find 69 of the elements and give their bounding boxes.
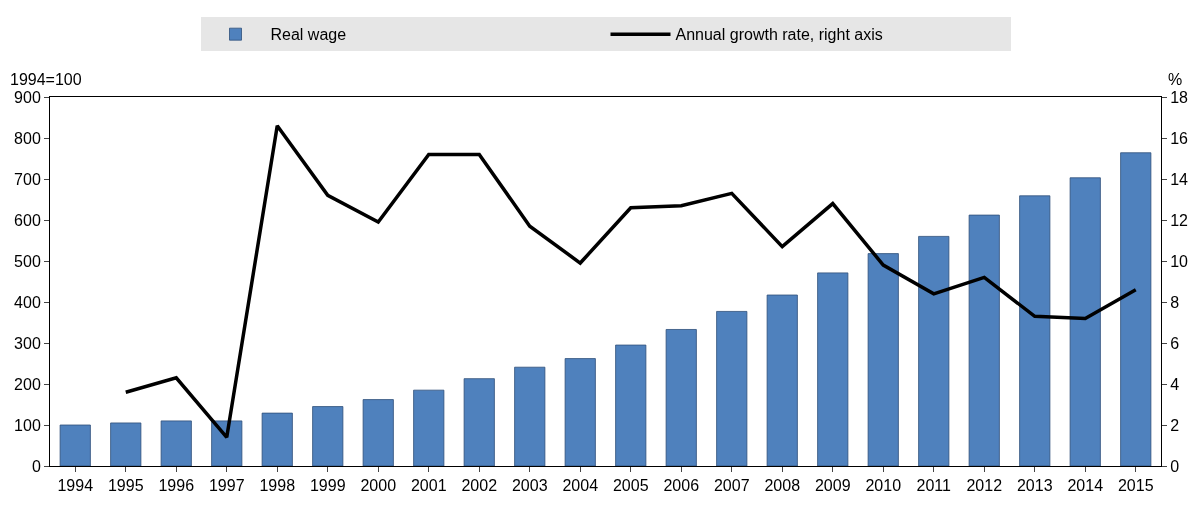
y-tick-label: 900 [14,88,41,106]
y-tick-label: 500 [14,252,41,270]
y2-tick-label: 18 [1170,88,1189,106]
x-tick-label: 2001 [410,477,447,495]
bar [615,344,647,466]
y-tick-label: 800 [14,129,41,147]
line-series [124,123,1138,440]
bar [261,412,293,466]
bar [1120,152,1152,466]
bar [312,406,344,466]
x-tick-label: 2002 [461,477,498,495]
y-tick-label: 100 [14,416,41,434]
bar [514,366,546,466]
bar [463,378,495,466]
x-tick-label: 2013 [1016,477,1053,495]
x-tick-label: 2012 [966,477,1003,495]
y2-tick-label: 12 [1170,211,1189,229]
y2-tick-label: 8 [1170,293,1180,311]
y2-tick-label: 4 [1170,375,1180,393]
x-tick-label: 2010 [865,477,902,495]
y2-tick-label: 0 [1170,457,1180,475]
y2-axis-title: % [1168,71,1183,88]
bar [413,389,445,466]
x-tick-label: 1996 [158,477,195,495]
y-tick-label: 600 [14,211,41,229]
x-tick-label: 1999 [309,477,346,495]
bar [160,420,192,466]
bar [817,272,849,466]
bar [59,424,91,466]
x-tick-label: 2004 [562,477,599,495]
y2-tick-label: 6 [1170,334,1180,352]
bar [968,214,1000,466]
x-tick-label: 2015 [1117,477,1154,495]
bar [1069,177,1101,466]
bar [665,329,697,466]
x-tick-label: 2000 [360,477,397,495]
bar [362,399,394,466]
x-tick-label: 2007 [713,477,750,495]
y-tick-label: 400 [14,293,41,311]
x-tick-label: 2003 [511,477,548,495]
bar [918,236,950,466]
x-tick-label: 2011 [916,477,952,495]
bar [716,311,748,466]
legend-label: Annual growth rate, right axis [675,26,883,44]
x-tick-label: 2008 [764,477,801,495]
legend-label: Real wage [270,26,347,44]
bar [211,420,243,466]
x-tick-label: 2006 [663,477,700,495]
bar [1019,195,1051,466]
x-tick-label: 2005 [612,477,649,495]
y-tick-label: 700 [14,170,41,188]
x-tick-label: 2009 [814,477,851,495]
x-tick-label: 1997 [208,477,245,495]
y2-tick-label: 10 [1170,252,1189,270]
bar [564,358,596,466]
bar [110,422,142,466]
y-tick-label: 300 [14,334,41,352]
y-tick-label: 200 [14,375,41,393]
x-tick-label: 2014 [1067,477,1104,495]
bar [867,253,899,466]
y-tick-label: 0 [31,457,41,475]
y2-tick-label: 14 [1170,170,1189,188]
y2-tick-label: 2 [1170,416,1180,434]
x-tick-label: 1994 [57,477,94,495]
y-axis-title: 1994=100 [10,71,82,88]
bar [766,294,798,466]
x-tick-label: 1998 [259,477,296,495]
x-tick-label: 1995 [107,477,144,495]
y2-tick-label: 16 [1170,129,1189,147]
